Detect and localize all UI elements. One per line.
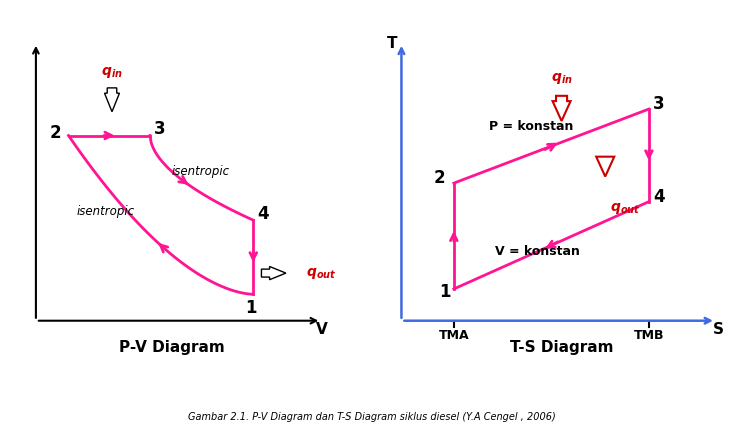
Text: 1: 1 [245, 299, 257, 317]
Text: TMA: TMA [438, 329, 469, 342]
Text: P = konstan: P = konstan [489, 120, 573, 133]
Text: isentropic: isentropic [77, 205, 135, 218]
FancyArrow shape [596, 157, 615, 176]
Text: $\bfit{q_{out}}$: $\bfit{q_{out}}$ [609, 201, 641, 216]
Text: $\bfit{q_{in}}$: $\bfit{q_{in}}$ [551, 71, 572, 86]
Text: 3: 3 [154, 120, 166, 138]
Text: 2: 2 [50, 124, 61, 142]
Text: 4: 4 [257, 205, 269, 223]
FancyArrow shape [553, 96, 571, 121]
Text: V = konstan: V = konstan [495, 245, 580, 257]
Text: 4: 4 [653, 188, 665, 206]
Text: V: V [315, 322, 327, 337]
Text: S: S [713, 322, 724, 337]
Text: T-S Diagram: T-S Diagram [510, 340, 613, 355]
Text: TMB: TMB [634, 329, 664, 342]
Text: 3: 3 [653, 95, 665, 113]
FancyArrow shape [261, 266, 286, 280]
Text: P-V Diagram: P-V Diagram [119, 340, 225, 355]
Text: $\bfit{q_{in}}$: $\bfit{q_{in}}$ [101, 64, 123, 80]
FancyArrow shape [104, 88, 120, 112]
Text: $\bfit{q_{out}}$: $\bfit{q_{out}}$ [307, 265, 337, 281]
Text: 2: 2 [434, 169, 445, 187]
Text: isentropic: isentropic [172, 165, 230, 178]
Text: Gambar 2.1. P-V Diagram dan T-S Diagram siklus diesel (Y.A Cengel , 2006): Gambar 2.1. P-V Diagram dan T-S Diagram … [188, 412, 556, 422]
Text: T: T [387, 36, 397, 51]
Text: 1: 1 [439, 283, 451, 301]
